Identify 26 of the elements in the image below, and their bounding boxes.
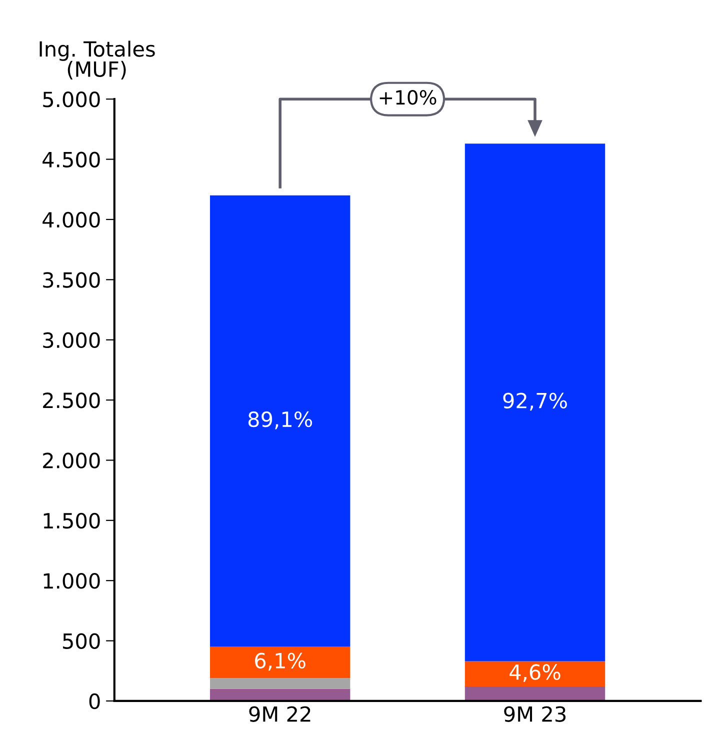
y-tick-label: 1.000 [44,573,100,589]
y-tick-label: 0 [89,693,100,710]
bar [210,688,350,701]
y-tick-label: 2.500 [43,392,100,408]
x-tick-label: 9M 22 [249,706,310,722]
y-tick-label: 3.500 [43,272,100,288]
y-tick-label: 5.000 [43,92,100,108]
bar [464,686,606,701]
annotation: 4,6% [510,664,560,682]
y-tick-label: 500 [63,633,100,649]
y-axis-title: Ing. Totales (MUF) [40,40,155,80]
x-tick-label: 9M 23 [504,706,566,722]
annotation: +10% [380,90,436,105]
bar [210,646,350,678]
y-tick-label: 4.000 [42,212,100,228]
annotation: 89,1% [248,411,312,430]
bar [464,144,606,662]
y-tick-label: 2.000 [43,452,100,468]
y-tick-label: 1.500 [44,512,100,529]
bar [210,678,350,689]
y-tick-label: 3.000 [43,332,100,348]
bar [210,195,350,647]
bar [464,661,606,687]
annotation: 6,1% [255,652,306,671]
annotation: 92,7% [503,392,567,411]
y-tick-label: 4.500 [42,152,100,168]
